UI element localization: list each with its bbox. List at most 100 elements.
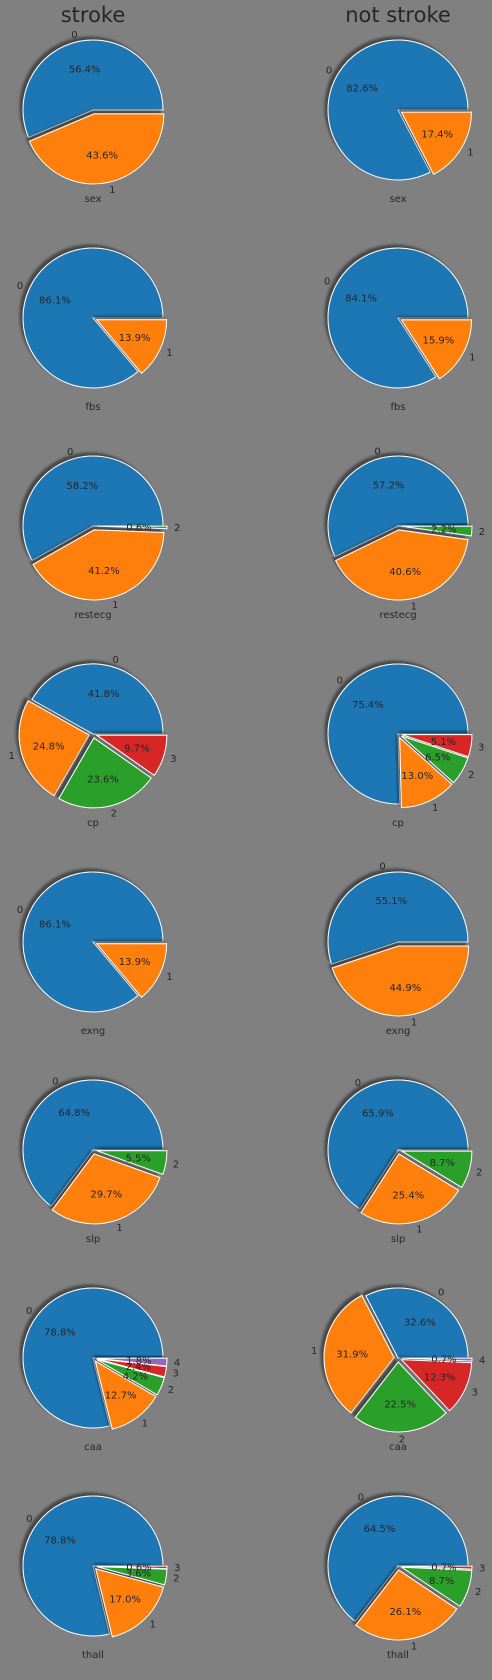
pie-slice-2 [58,737,152,809]
category-label-0: 0 [358,1492,364,1503]
x-axis-label: restecg [379,610,416,621]
pct-label-0: 32.6% [404,1318,436,1329]
pie-chart-sex-not-stroke: 82.6% 0 17.4% 1 sex [326,39,474,205]
pct-label-0: 64.8% [58,1108,90,1119]
pie-slice-0 [327,455,469,558]
pie-chart-slp-stroke: 64.8% 0 29.7% 1 5.5% 2 slp [22,1077,179,1245]
category-label-0: 0 [379,861,385,872]
x-axis-label: thall [387,1650,409,1661]
pie-slice-1 [400,319,473,380]
pie-slice-3 [400,1359,473,1412]
pie-slice-1 [400,111,472,175]
pct-label-2: 2.2% [431,525,456,536]
pct-label-0: 86.1% [39,920,71,931]
pct-label-0: 56.4% [69,64,101,75]
pct-label-1: 43.6% [86,151,118,162]
category-label-3: 3 [174,1563,180,1574]
pct-label-3: 0.6% [126,1562,151,1573]
pct-label-2: 8.7% [429,1576,454,1587]
pct-label-0: 65.9% [362,1109,394,1120]
pct-label-0: 41.8% [88,689,120,700]
pie-slice-0 [365,1287,469,1359]
pct-label-1: 13.9% [119,333,151,344]
pct-label-1: 13.0% [401,771,433,782]
category-label-0: 0 [71,30,77,41]
pct-label-1: 12.7% [105,1390,137,1401]
pie-slice-1 [334,529,469,601]
pie-chart-thall-not-stroke: 64.5% 0 26.1% 1 8.7% 2 0.7% 3 thall [327,1492,485,1661]
category-label-3: 3 [472,1387,478,1398]
pct-label-2: 0.6% [126,522,151,533]
pie-slice-2 [400,1150,473,1189]
pie-slice-1 [355,1569,458,1641]
pie-slice-0 [327,247,469,389]
pct-label-1: 26.1% [389,1607,421,1618]
category-label-3: 3 [478,742,484,753]
pie-slice-1 [95,943,168,999]
pct-label-1: 31.9% [336,1349,368,1360]
pie-chart-thall-stroke: 78.8% 0 17.0% 1 3.6% 2 0.6% 3 thall [22,1495,180,1661]
pie-slice-2 [354,1361,447,1433]
pie-slice-1 [94,1360,157,1430]
category-label-4: 4 [479,1355,485,1366]
pie-slice-1 [18,700,90,797]
pie-slice-0 [327,871,469,965]
category-label-0: 0 [326,65,332,76]
category-label-1: 1 [112,600,118,611]
category-label-1: 1 [432,803,438,814]
category-label-2: 2 [475,1587,481,1598]
pie-chart-fbs-stroke: 86.1% 0 13.9% 1 fbs [17,247,173,413]
pie-slice-0 [327,1495,469,1623]
pie-slice-2 [401,735,469,784]
pie-slice-2 [96,1150,168,1176]
category-label-2: 2 [173,1159,179,1170]
pct-label-2: 5.5% [126,1153,151,1164]
pct-label-3: 5.1% [431,737,456,748]
category-label-1: 1 [411,1641,417,1652]
pct-label-0: 75.4% [352,700,384,711]
category-label-0: 0 [438,1288,444,1299]
pct-label-2: 8.7% [430,1158,455,1169]
category-label-2: 2 [174,523,180,534]
pct-label-0: 55.1% [375,896,407,907]
pct-label-1: 44.9% [389,983,421,994]
category-label-0: 0 [67,447,73,458]
pct-label-0: 82.6% [346,84,378,95]
pct-label-0: 78.8% [44,1328,76,1339]
x-axis-label: exng [386,1026,411,1037]
pct-label-1: 17.4% [421,129,453,140]
pct-label-3: 2.4% [125,1362,150,1373]
pct-label-0: 58.2% [66,481,98,492]
pct-label-0: 64.5% [364,1524,396,1535]
pct-label-0: 57.2% [373,481,405,492]
pie-slice-0 [22,1079,164,1207]
pie-slice-0 [22,871,164,1013]
category-label-1: 1 [109,185,115,196]
x-axis-label: cp [87,818,99,829]
category-label-0: 0 [52,1077,58,1088]
pie-chart-exng-stroke: 86.1% 0 13.9% 1 exng [17,871,173,1037]
category-label-1: 1 [166,972,172,983]
category-label-0: 0 [336,676,342,687]
category-label-1: 1 [9,751,15,762]
category-label-2: 2 [173,1574,179,1585]
pct-label-2: 6.5% [425,753,450,764]
x-axis-label: fbs [85,402,100,413]
pie-slice-1 [331,945,470,1017]
pie-slice-0 [22,39,164,139]
category-label-0: 0 [113,655,119,666]
x-axis-label: sex [389,194,406,205]
pie-slice-2 [401,525,473,537]
category-label-2: 2 [479,527,485,538]
pie-chart-restecg-stroke: 58.2% 0 41.2% 1 0.6% 2 restecg [22,447,180,621]
category-label-3: 3 [479,1563,485,1574]
category-label-1: 1 [411,1017,417,1028]
pie-slice-0 [22,455,164,562]
pie-slice-3 [95,734,168,777]
category-label-1: 1 [411,602,417,613]
x-axis-label: exng [81,1026,106,1037]
pie-slice-4 [96,1357,168,1367]
x-axis-label: slp [86,1234,100,1245]
x-axis-label: sex [84,194,101,205]
pie-slice-0 [22,1287,164,1429]
